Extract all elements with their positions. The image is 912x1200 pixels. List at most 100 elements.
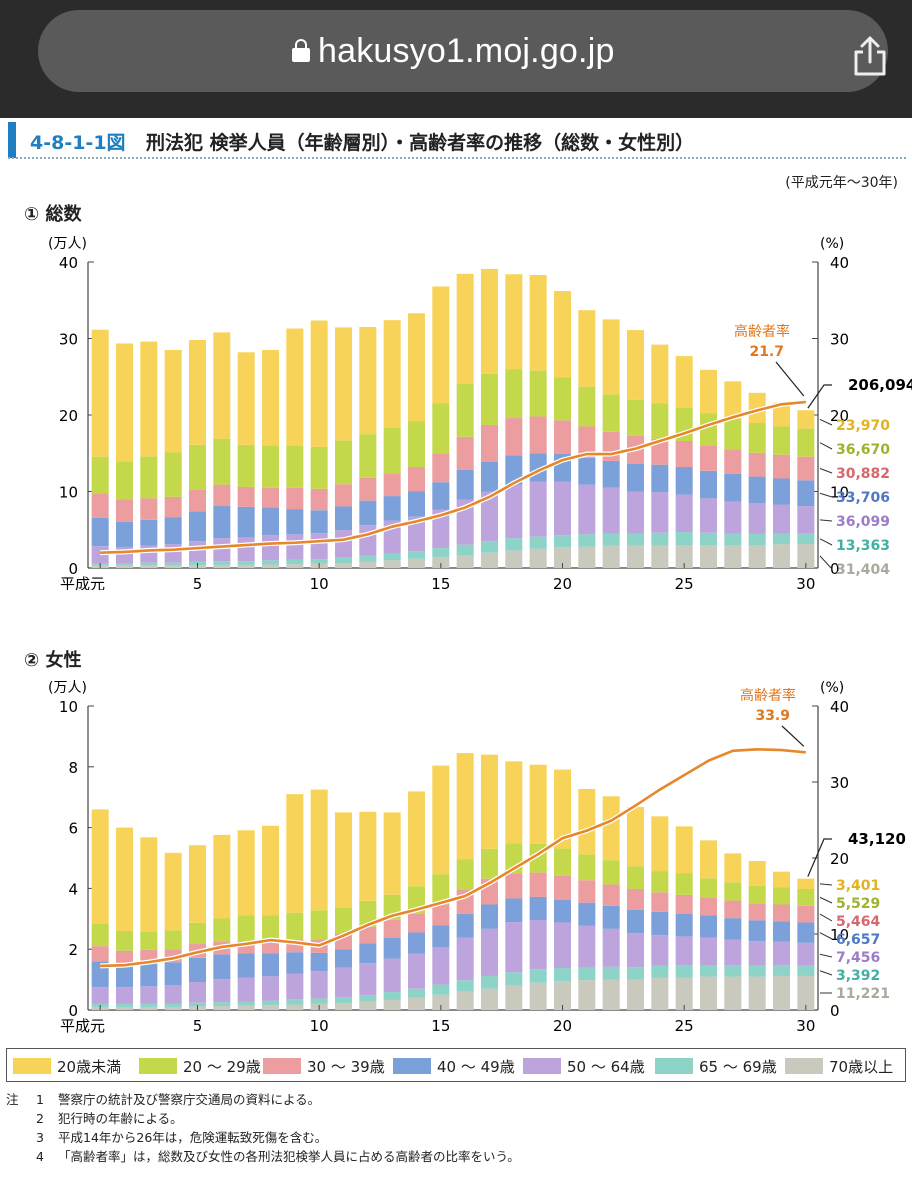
- url-text: hakusyo1.moj.go.jp: [318, 32, 615, 70]
- x-tick-label: 15: [431, 1017, 450, 1035]
- bar-segment: [286, 534, 304, 560]
- y2-tick-label: 40: [830, 254, 849, 272]
- bar-segment: [626, 330, 645, 400]
- bar-segment: [140, 986, 158, 1004]
- bar-segment: [529, 920, 547, 970]
- bar-segment: [456, 384, 474, 437]
- bar-segment: [797, 410, 815, 429]
- bar-segment: [456, 913, 474, 938]
- address-bar[interactable]: hakusyo1.moj.go.jp: [38, 10, 888, 92]
- x-tick-label: 5: [193, 1017, 203, 1035]
- bar-segment: [407, 421, 426, 468]
- bar-segment: [602, 460, 620, 488]
- bar-segment: [188, 1002, 207, 1007]
- x-tick-label: 25: [675, 575, 694, 590]
- value-label-pointer: [819, 492, 833, 498]
- bar-segment: [651, 532, 669, 546]
- bar-segment: [699, 840, 718, 879]
- x-tick-label: 10: [310, 1017, 329, 1035]
- bar-segment: [797, 942, 815, 966]
- bar-segment: [456, 544, 474, 555]
- bar-segment: [626, 491, 645, 534]
- bar-segment: [188, 982, 207, 1003]
- bar-segment: [261, 1005, 280, 1010]
- bar-segment: [432, 994, 450, 1010]
- bar-segment: [213, 538, 231, 562]
- bar-segment: [383, 320, 401, 429]
- x-tick-label: 25: [675, 1017, 694, 1035]
- aged-rate-callout-label: 高齢者率: [740, 687, 796, 704]
- bar-segment: [91, 493, 109, 518]
- value-label-pointer: [819, 468, 833, 474]
- bar-segment: [529, 969, 547, 983]
- bar-segment: [407, 558, 426, 568]
- bar-segment: [456, 991, 474, 1010]
- bar-segment: [797, 543, 815, 568]
- value-label: 13,363: [836, 538, 890, 554]
- bar-segment: [237, 1005, 255, 1010]
- bar-segment: [772, 454, 791, 479]
- bar-segment: [407, 932, 426, 954]
- bar-segment: [748, 452, 766, 477]
- value-label-pointer: [819, 970, 833, 976]
- bar-segment: [115, 499, 134, 522]
- bar-segment: [772, 975, 791, 1010]
- bar-segment: [213, 918, 231, 942]
- bar-segment: [578, 457, 596, 485]
- bar-segment: [91, 946, 109, 962]
- bar-segment: [164, 852, 182, 931]
- bar-segment: [286, 999, 304, 1005]
- dotted-divider: [8, 157, 906, 159]
- y2-tick-label: 20: [830, 850, 849, 868]
- value-label-pointer: [819, 883, 833, 886]
- bar-segment: [432, 509, 450, 549]
- bar-segment: [578, 925, 596, 968]
- bar-segment: [359, 327, 377, 435]
- bar-segment: [505, 455, 523, 485]
- value-label-pointer: [819, 896, 833, 904]
- bar-segment: [188, 845, 207, 923]
- bar-segment: [748, 920, 766, 942]
- bar-segment: [115, 343, 134, 462]
- share-icon[interactable]: [850, 34, 890, 78]
- bar-segment: [578, 880, 596, 903]
- value-label-pointer: [819, 538, 833, 546]
- bar-segment: [432, 286, 450, 404]
- y2-tick-label: 30: [830, 331, 849, 349]
- bar-segment: [724, 853, 742, 883]
- bar-segment: [261, 535, 280, 561]
- bar-segment: [407, 491, 426, 517]
- bar-segment: [675, 913, 693, 937]
- bar-segment: [359, 963, 377, 996]
- aged-rate-callout-value: 33.9: [755, 708, 790, 724]
- bar-segment: [359, 555, 377, 562]
- bar-segment: [237, 352, 255, 445]
- bar-segment: [480, 975, 499, 989]
- bar-segment: [164, 930, 182, 950]
- bar-segment: [91, 329, 109, 457]
- bar-segment: [724, 976, 742, 1010]
- bar-segment: [529, 982, 547, 1010]
- bar-segment: [553, 848, 572, 876]
- bar-segment: [140, 1003, 158, 1007]
- bar-segment: [359, 943, 377, 964]
- bar-segment: [602, 319, 620, 395]
- value-label: 7,456: [836, 950, 880, 966]
- bar-segment: [553, 899, 572, 923]
- bar-segment: [724, 918, 742, 940]
- bar-segment: [310, 971, 328, 999]
- bar-segment: [578, 967, 596, 981]
- bar-segment: [626, 399, 645, 436]
- bar-segment: [456, 753, 474, 860]
- bar-segment: [553, 535, 572, 548]
- bar-segment: [261, 915, 280, 942]
- bar-segment: [115, 950, 134, 965]
- aged-rate-line: [100, 748, 806, 968]
- total-pointer: [807, 838, 832, 877]
- value-label: 36,670: [836, 442, 890, 458]
- bar-segment: [432, 548, 450, 558]
- bar-segment: [529, 896, 547, 921]
- bar-segment: [651, 545, 669, 568]
- bar-segment: [748, 903, 766, 921]
- bar-segment: [383, 428, 401, 474]
